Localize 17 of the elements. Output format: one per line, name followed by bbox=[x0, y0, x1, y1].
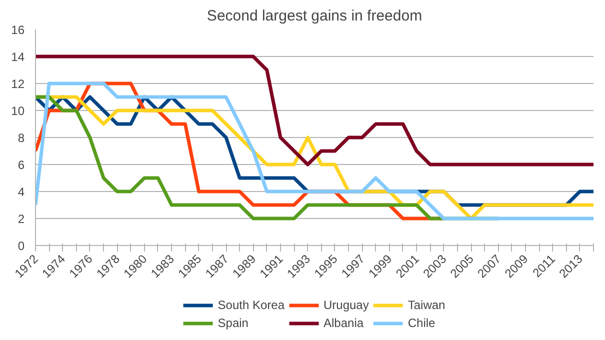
y-tick-label: 10 bbox=[11, 104, 25, 118]
y-tick-label: 2 bbox=[18, 212, 25, 226]
legend-label: Uruguay bbox=[324, 298, 369, 312]
y-tick-label: 8 bbox=[18, 131, 25, 145]
legend-label: South Korea bbox=[218, 298, 284, 312]
y-tick-label: 16 bbox=[11, 23, 25, 37]
line-series bbox=[36, 54, 594, 166]
y-tick-label: 6 bbox=[18, 158, 25, 172]
legend-label: Albania bbox=[324, 316, 364, 330]
y-tick-label: 14 bbox=[11, 50, 25, 64]
legend-label: Taiwan bbox=[408, 298, 446, 312]
y-tick-label: 0 bbox=[18, 239, 25, 253]
chart-title: Second largest gains in freedom bbox=[206, 8, 422, 24]
legend-label: Chile bbox=[408, 316, 436, 330]
y-tick-label: 4 bbox=[18, 185, 25, 199]
y-tick-label: 12 bbox=[11, 77, 25, 91]
legend-label: Spain bbox=[218, 316, 248, 330]
